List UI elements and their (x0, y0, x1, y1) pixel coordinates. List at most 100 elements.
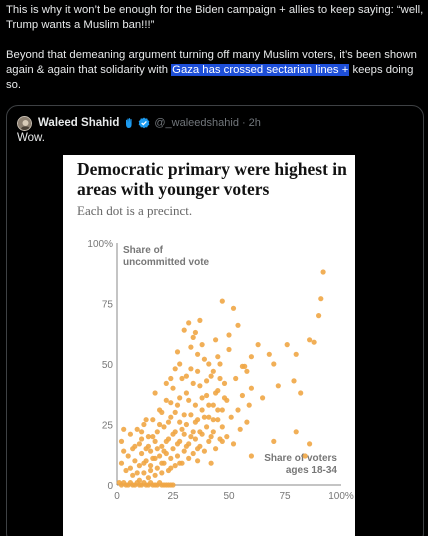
x-tick-label: 100% (328, 491, 354, 502)
data-point (204, 424, 210, 430)
data-point (159, 409, 165, 415)
post-paragraph-1: This is why it won’t be enough for the B… (6, 4, 424, 31)
data-point (183, 421, 189, 428)
quoted-post-card[interactable]: Waleed Shahid @_waleedshahid · 2h Wow. D… (6, 105, 424, 536)
data-point (224, 434, 230, 440)
data-point (215, 407, 221, 413)
y-axis-annotation: Share of (123, 245, 164, 256)
data-point (127, 431, 133, 437)
data-point (221, 395, 228, 401)
data-point (181, 412, 187, 418)
data-point (121, 426, 127, 432)
data-point (298, 390, 304, 396)
data-point (161, 424, 167, 430)
highlighted-selection[interactable]: Gaza has crossed sectarian lines + (171, 64, 350, 76)
data-point (177, 395, 183, 401)
data-point (318, 296, 324, 302)
x-tick-label: 50 (223, 491, 235, 502)
author-handle[interactable]: @_waleedshahid (154, 117, 239, 129)
data-point (228, 414, 234, 420)
scatter-plot: 0 25 50 75 100% 0 25 50 75 100% Share ofuncommitte… (87, 239, 354, 502)
data-point (165, 419, 172, 425)
data-point (141, 460, 147, 466)
post-time[interactable]: 2h (248, 117, 261, 129)
data-point (174, 453, 181, 459)
data-point (148, 463, 154, 469)
data-point (302, 453, 308, 459)
data-point (174, 441, 181, 447)
data-point (157, 453, 163, 459)
data-point (188, 344, 194, 350)
data-point (148, 467, 154, 474)
data-point (136, 477, 142, 483)
data-point (244, 368, 250, 374)
data-point (210, 417, 216, 423)
chart-title: Democratic primary were highest in areas… (77, 159, 347, 199)
data-point (168, 455, 174, 461)
data-point (204, 378, 210, 384)
data-point (118, 460, 125, 466)
data-point (152, 438, 158, 444)
data-point (307, 441, 313, 447)
data-point (145, 475, 151, 481)
data-point (136, 463, 142, 469)
post-text-after-link: keeps doing so. (6, 64, 414, 91)
data-point (148, 448, 154, 454)
separator-dot: · (241, 117, 246, 129)
y-axis-annotation: uncommitted vote (123, 257, 210, 268)
data-point (163, 397, 169, 403)
x-axis-annotation: ages 18-34 (286, 465, 338, 476)
data-point (221, 380, 228, 386)
data-point (141, 470, 147, 476)
y-tick-label: 0 (107, 481, 113, 492)
raised-hand-icon (126, 118, 132, 128)
data-point (136, 441, 142, 447)
data-point (190, 380, 196, 386)
data-point (201, 448, 207, 454)
data-point (293, 429, 299, 435)
data-point (217, 375, 223, 382)
data-point (210, 429, 216, 435)
data-point (181, 327, 187, 333)
data-point (199, 407, 205, 413)
data-point (186, 397, 192, 403)
data-point (219, 407, 225, 413)
data-point (275, 383, 281, 389)
data-point (172, 409, 178, 415)
data-point (134, 470, 140, 476)
data-point (183, 390, 189, 396)
data-point (132, 458, 138, 464)
data-point (248, 453, 254, 459)
data-point (246, 402, 252, 408)
data-point (230, 441, 237, 447)
author-name[interactable]: Waleed Shahid (38, 117, 120, 129)
data-point (177, 361, 183, 367)
quoted-post-text: Wow. (17, 132, 45, 144)
data-point (177, 419, 183, 425)
data-point (139, 429, 145, 435)
data-point (197, 317, 203, 323)
data-point (226, 346, 232, 353)
data-point (244, 419, 250, 425)
data-point (233, 375, 239, 382)
data-point (213, 446, 219, 452)
data-point (210, 402, 216, 408)
data-point (235, 407, 241, 413)
post-body: This is why it won’t be enough for the B… (6, 3, 424, 93)
data-point (163, 380, 169, 386)
data-point (125, 453, 131, 459)
data-point (152, 472, 158, 478)
data-point (271, 438, 277, 444)
data-point (239, 363, 245, 369)
data-point (197, 429, 203, 435)
data-point (159, 470, 165, 476)
chart-image[interactable]: Democratic primary were highest in areas… (63, 155, 355, 536)
data-point (206, 361, 212, 367)
data-point (192, 419, 198, 425)
chart-subtitle: Each dot is a precinct. (77, 203, 193, 218)
data-point (206, 402, 212, 408)
post-paragraph-2: Beyond that demeaning argument turning o… (6, 48, 424, 93)
avatar[interactable] (17, 115, 32, 131)
data-point (195, 446, 201, 452)
data-point (199, 342, 205, 348)
